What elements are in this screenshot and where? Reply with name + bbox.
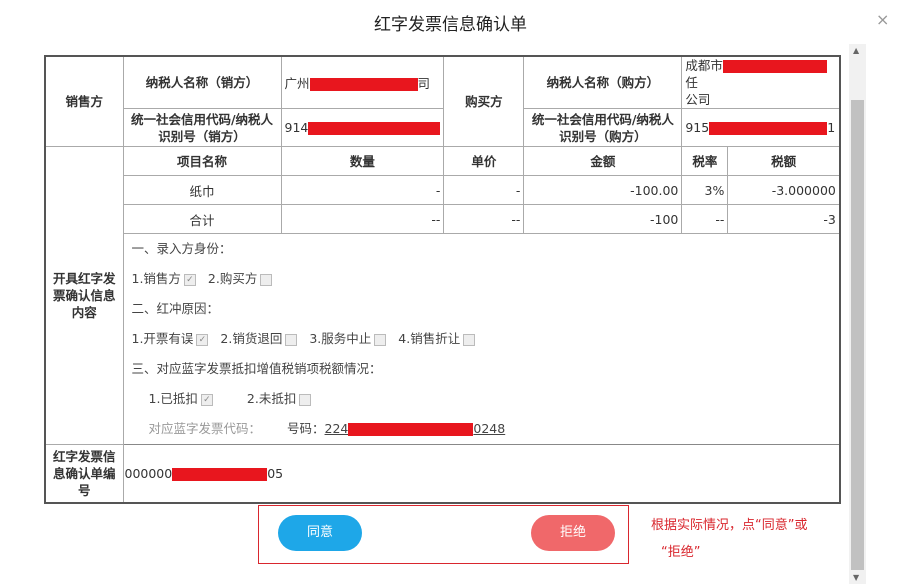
buyer-code-label: 统一社会信用代码/纳税人识别号（购方） xyxy=(523,108,683,147)
scrollbar-thumb[interactable] xyxy=(851,100,864,570)
reason-label: 2.销货退回 xyxy=(220,331,283,346)
buyer-code-suffix: 1 xyxy=(827,120,836,135)
col-header: 项目名称 xyxy=(122,146,282,176)
dialog-title: 红字发票信息确认单 xyxy=(374,15,527,35)
blue-number-suffix: 0248 xyxy=(473,421,506,436)
cell: -- xyxy=(280,204,445,234)
table-row: 合计 -- -- -100 -- -3 xyxy=(45,204,841,234)
seller-name-suffix: 司 xyxy=(417,76,431,91)
invoice-confirmation-table: 销售方 纳税人名称（销方） 广州 司 购买方 纳税人名称（购方） 成都市任公司 统… xyxy=(44,55,841,504)
seller-section-label: 销售方 xyxy=(44,55,124,147)
blue-number-link[interactable]: 224 0248 xyxy=(324,421,506,436)
cell: 合计 xyxy=(122,204,282,234)
deduct-options: 1.已抵扣 ✓ 2.未抵扣 xyxy=(124,384,839,414)
redaction xyxy=(308,122,441,135)
seller-name-prefix: 广州 xyxy=(284,76,310,91)
col-header: 数量 xyxy=(280,146,445,176)
blue-number-prefix: 224 xyxy=(324,421,349,436)
deduct-checkbox[interactable] xyxy=(299,393,312,406)
seller-name-label: 纳税人名称（销方） xyxy=(122,55,282,109)
number-suffix: 05 xyxy=(267,465,284,481)
cell: -3.000000 xyxy=(727,175,841,205)
identity-seller-label: 1.销售方 xyxy=(131,271,181,286)
reason-checkbox[interactable] xyxy=(285,333,298,346)
deduct-label: 1.已抵扣 xyxy=(148,391,198,406)
cell: -- xyxy=(681,204,729,234)
col-header: 税率 xyxy=(681,146,729,176)
table-row: 纸巾 - - -100.00 3% -3.000000 xyxy=(45,175,841,205)
content-section-label: 开具红字发票确认信息内容 xyxy=(44,146,124,445)
identity-options: 1.销售方 ✓ 2.购买方 xyxy=(124,264,839,294)
identity-buyer-checkbox[interactable] xyxy=(260,273,273,286)
buyer-code-prefix: 915 xyxy=(685,120,710,135)
scroll-down-icon[interactable]: ▼ xyxy=(853,573,860,582)
annotation-line2: “拒绝” xyxy=(661,545,701,560)
action-highlight-box: 同意 拒绝 xyxy=(258,505,629,564)
cell: - xyxy=(443,175,525,205)
buyer-name-value: 成都市任 公司 xyxy=(681,55,841,109)
deduct-label: 2.未抵扣 xyxy=(246,391,297,406)
reason-checkbox[interactable] xyxy=(463,333,476,346)
seller-code-label: 统一社会信用代码/纳税人识别号（销方） xyxy=(122,108,282,147)
buyer-name-prefix: 成都市 xyxy=(685,58,723,73)
cell: -3 xyxy=(727,204,841,234)
buyer-name-label: 纳税人名称（购方） xyxy=(523,55,683,109)
redaction xyxy=(722,60,827,73)
col-header: 单价 xyxy=(443,146,525,176)
blue-invoice-row: 对应蓝字发票代码： 号码：224 0248 xyxy=(124,414,839,444)
seller-name-value: 广州 司 xyxy=(280,55,445,109)
reason-checkbox[interactable]: ✓ xyxy=(196,333,209,346)
deduct-title: 三、对应蓝字发票抵扣增值税销项税额情况： xyxy=(131,361,382,376)
cell: - xyxy=(280,175,445,205)
number-prefix: 000000 xyxy=(124,465,173,481)
confirmation-number-label: 红字发票信息确认单编号 xyxy=(44,444,124,503)
close-icon[interactable]: × xyxy=(876,10,890,29)
reason-title: 二、红冲原因： xyxy=(131,301,220,316)
cell: 纸巾 xyxy=(122,175,282,205)
deduct-checkbox[interactable]: ✓ xyxy=(200,393,213,406)
reject-button[interactable]: 拒绝 xyxy=(531,515,615,551)
redaction xyxy=(709,122,828,135)
redaction xyxy=(309,78,418,91)
cell: -- xyxy=(443,204,525,234)
identity-seller-checkbox[interactable]: ✓ xyxy=(183,273,196,286)
reason-checkbox[interactable] xyxy=(374,333,387,346)
annotation-note: 根据实际情况，点“同意”或 “拒绝” xyxy=(651,512,807,566)
buyer-section-label: 购买方 xyxy=(443,55,525,147)
seller-code-value: 914 xyxy=(280,108,445,147)
cell: 3% xyxy=(681,175,729,205)
blue-number-label: 号码： xyxy=(287,421,325,436)
redaction xyxy=(348,423,474,436)
buyer-name-suffix: 任 xyxy=(685,75,698,90)
col-header: 税额 xyxy=(727,146,841,176)
identity-buyer-label: 2.购买方 xyxy=(207,271,258,286)
identity-title: 一、录入方身份： xyxy=(131,241,232,256)
buyer-name-line2: 公司 xyxy=(685,92,711,107)
cell: -100 xyxy=(523,204,683,234)
scrollbar[interactable]: ▲ ▼ xyxy=(849,44,866,584)
blue-code-label: 对应蓝字发票代码： xyxy=(148,421,262,436)
reason-label: 3.服务中止 xyxy=(309,331,372,346)
cell: -100.00 xyxy=(523,175,683,205)
seller-code-prefix: 914 xyxy=(284,120,309,135)
redaction xyxy=(172,467,268,481)
reason-label: 1.开票有误 xyxy=(131,331,194,346)
confirmation-number-value: 000000 05 xyxy=(122,444,841,503)
reason-label: 4.销售折让 xyxy=(398,331,461,346)
col-header: 金额 xyxy=(523,146,683,176)
scroll-up-icon[interactable]: ▲ xyxy=(853,46,860,55)
agree-button[interactable]: 同意 xyxy=(278,515,362,551)
buyer-code-value: 915 1 xyxy=(681,108,841,147)
confirmation-details: 一、录入方身份： 1.销售方 ✓ 2.购买方 二、红冲原因： 1.开票有误 ✓ 2.… xyxy=(122,233,841,445)
reason-options: 1.开票有误 ✓ 2.销货退回 3.服务中止 4.销售折让 xyxy=(124,324,839,354)
annotation-line1: 根据实际情况，点“同意”或 xyxy=(651,518,808,533)
